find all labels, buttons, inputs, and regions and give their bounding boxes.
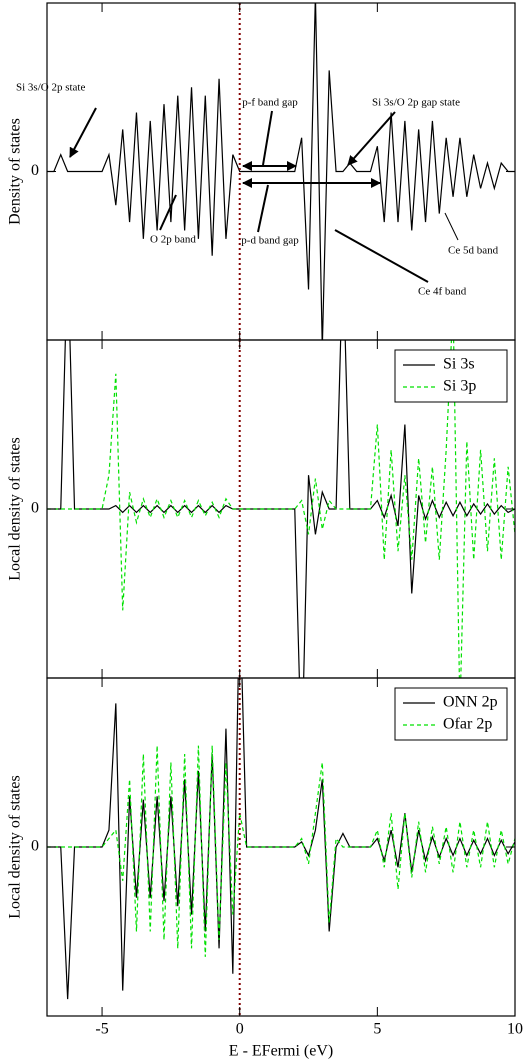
annotation-arrow bbox=[159, 194, 177, 231]
annotation: O 2p band bbox=[150, 234, 196, 246]
legend-box bbox=[394, 687, 508, 741]
plot-area bbox=[47, 3, 515, 340]
annotation: Ce 5d band bbox=[448, 245, 499, 257]
annotation: p-f band gap bbox=[242, 97, 298, 109]
legend-box bbox=[394, 349, 508, 403]
annotation-arrow bbox=[347, 111, 396, 166]
annotation-arrow bbox=[257, 184, 269, 233]
plot-area bbox=[47, 678, 515, 1000]
legend-label: Si 3p bbox=[443, 378, 476, 395]
series-line bbox=[47, 678, 515, 1000]
x-axis-label: E - EFermi (eV) bbox=[229, 1043, 333, 1060]
y-axis-label: Density of states bbox=[7, 118, 24, 225]
series-line bbox=[47, 745, 515, 957]
legend-label: ONN 2p bbox=[443, 694, 498, 711]
x-tick-label: 10 bbox=[507, 1021, 523, 1038]
y-tick-label: 0 bbox=[31, 838, 39, 855]
legend-label: Si 3s bbox=[443, 356, 475, 373]
annotation: p-d band gap bbox=[241, 235, 299, 247]
annotation-arrow bbox=[444, 212, 459, 241]
annotation: Si 3s/O 2p gap state bbox=[372, 97, 460, 109]
legend-label: Ofar 2p bbox=[443, 716, 492, 733]
x-tick-label: 5 bbox=[373, 1021, 381, 1038]
annotation-arrow bbox=[262, 110, 273, 166]
y-tick-label: 0 bbox=[31, 500, 39, 517]
legend: Si 3s Si 3p bbox=[394, 349, 508, 403]
x-tick-label: -5 bbox=[95, 1021, 108, 1038]
annotation: Ce 4f band bbox=[418, 286, 467, 298]
y-tick-label: 0 bbox=[31, 162, 39, 179]
annotation-arrow bbox=[334, 229, 429, 283]
series-line bbox=[47, 3, 515, 340]
x-tick-label: 0 bbox=[236, 1021, 244, 1038]
plot-area bbox=[47, 340, 515, 678]
annotation-arrow bbox=[69, 107, 97, 158]
annotations: Si 3s/O 2p state p-f band gap Si 3s/O 2p… bbox=[16, 82, 499, 298]
series-line bbox=[47, 340, 515, 678]
y-axis-label: Local density of states bbox=[7, 437, 24, 581]
legend: ONN 2p Ofar 2p bbox=[394, 687, 508, 741]
annotation: Si 3s/O 2p state bbox=[16, 82, 85, 94]
y-axis-label: Local density of states bbox=[7, 775, 24, 919]
